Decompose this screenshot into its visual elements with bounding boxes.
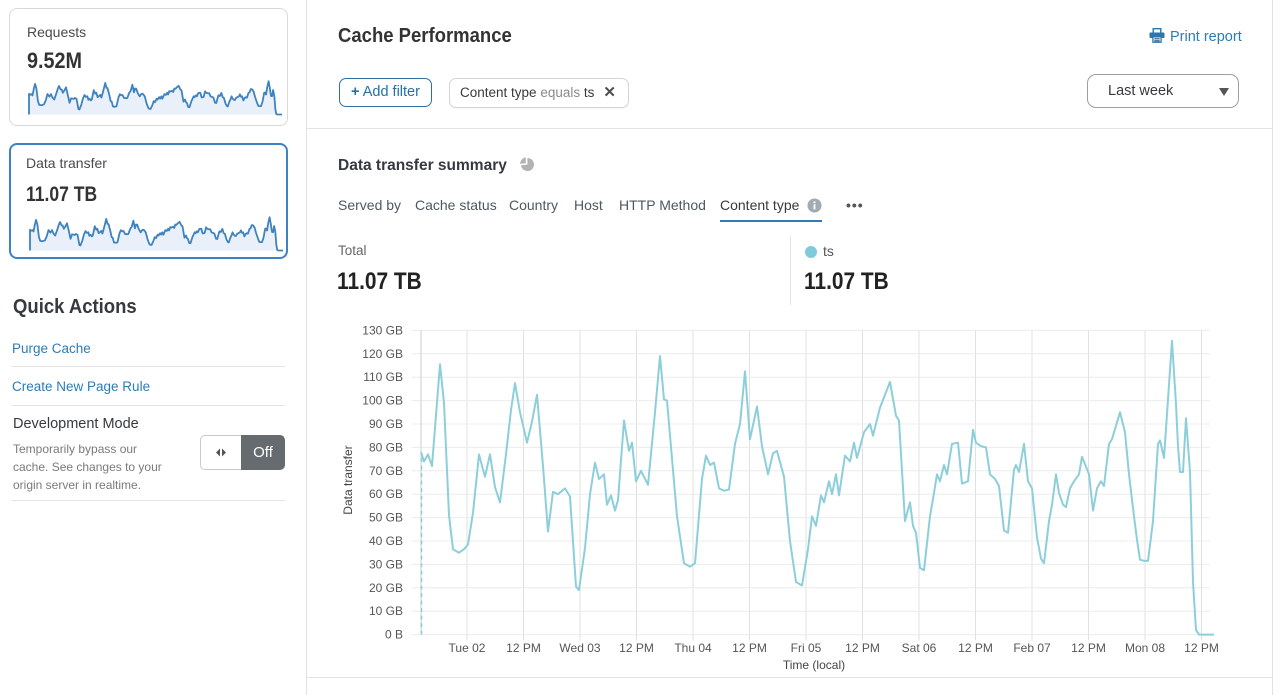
svg-text:Feb 07: Feb 07 [1013, 641, 1051, 655]
svg-text:Time (local): Time (local) [783, 658, 845, 672]
svg-text:0 B: 0 B [385, 628, 403, 642]
svg-text:Mon 08: Mon 08 [1125, 641, 1165, 655]
svg-text:12 PM: 12 PM [845, 641, 880, 655]
svg-text:Thu 04: Thu 04 [674, 641, 712, 655]
svg-text:30 GB: 30 GB [369, 557, 403, 571]
svg-text:12 PM: 12 PM [506, 641, 541, 655]
svg-text:Fri 05: Fri 05 [791, 641, 822, 655]
svg-text:70 GB: 70 GB [369, 464, 403, 478]
svg-text:Tue 02: Tue 02 [449, 641, 486, 655]
svg-text:130 GB: 130 GB [362, 323, 403, 337]
svg-text:12 PM: 12 PM [958, 641, 993, 655]
svg-text:Sat 06: Sat 06 [902, 641, 937, 655]
svg-text:12 PM: 12 PM [732, 641, 767, 655]
svg-text:12 PM: 12 PM [1184, 641, 1219, 655]
svg-text:Data transfer: Data transfer [341, 445, 355, 514]
svg-text:100 GB: 100 GB [362, 394, 403, 408]
svg-text:12 PM: 12 PM [1071, 641, 1106, 655]
svg-text:50 GB: 50 GB [369, 511, 403, 525]
svg-text:12 PM: 12 PM [619, 641, 654, 655]
svg-text:10 GB: 10 GB [369, 604, 403, 618]
svg-text:40 GB: 40 GB [369, 534, 403, 548]
svg-text:90 GB: 90 GB [369, 417, 403, 431]
svg-text:60 GB: 60 GB [369, 487, 403, 501]
svg-text:110 GB: 110 GB [363, 370, 403, 384]
svg-text:Wed 03: Wed 03 [559, 641, 600, 655]
svg-text:120 GB: 120 GB [362, 347, 403, 361]
svg-text:80 GB: 80 GB [369, 440, 403, 454]
svg-text:20 GB: 20 GB [369, 581, 403, 595]
